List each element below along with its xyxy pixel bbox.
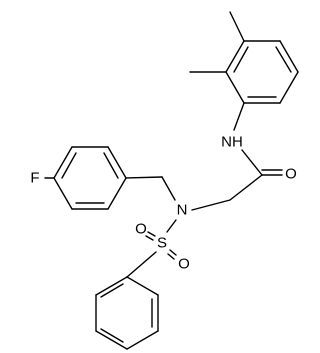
atom-label: F <box>30 170 39 187</box>
atom-label: S <box>157 235 167 252</box>
atom-label: N <box>177 202 188 219</box>
atom-label: O <box>135 221 147 238</box>
bonds <box>44 11 299 350</box>
atom-label: NH <box>221 134 243 151</box>
molecule-diagram: F N NH O S O O <box>30 11 299 350</box>
atom-label: O <box>285 166 297 183</box>
atom-label: O <box>178 256 190 273</box>
